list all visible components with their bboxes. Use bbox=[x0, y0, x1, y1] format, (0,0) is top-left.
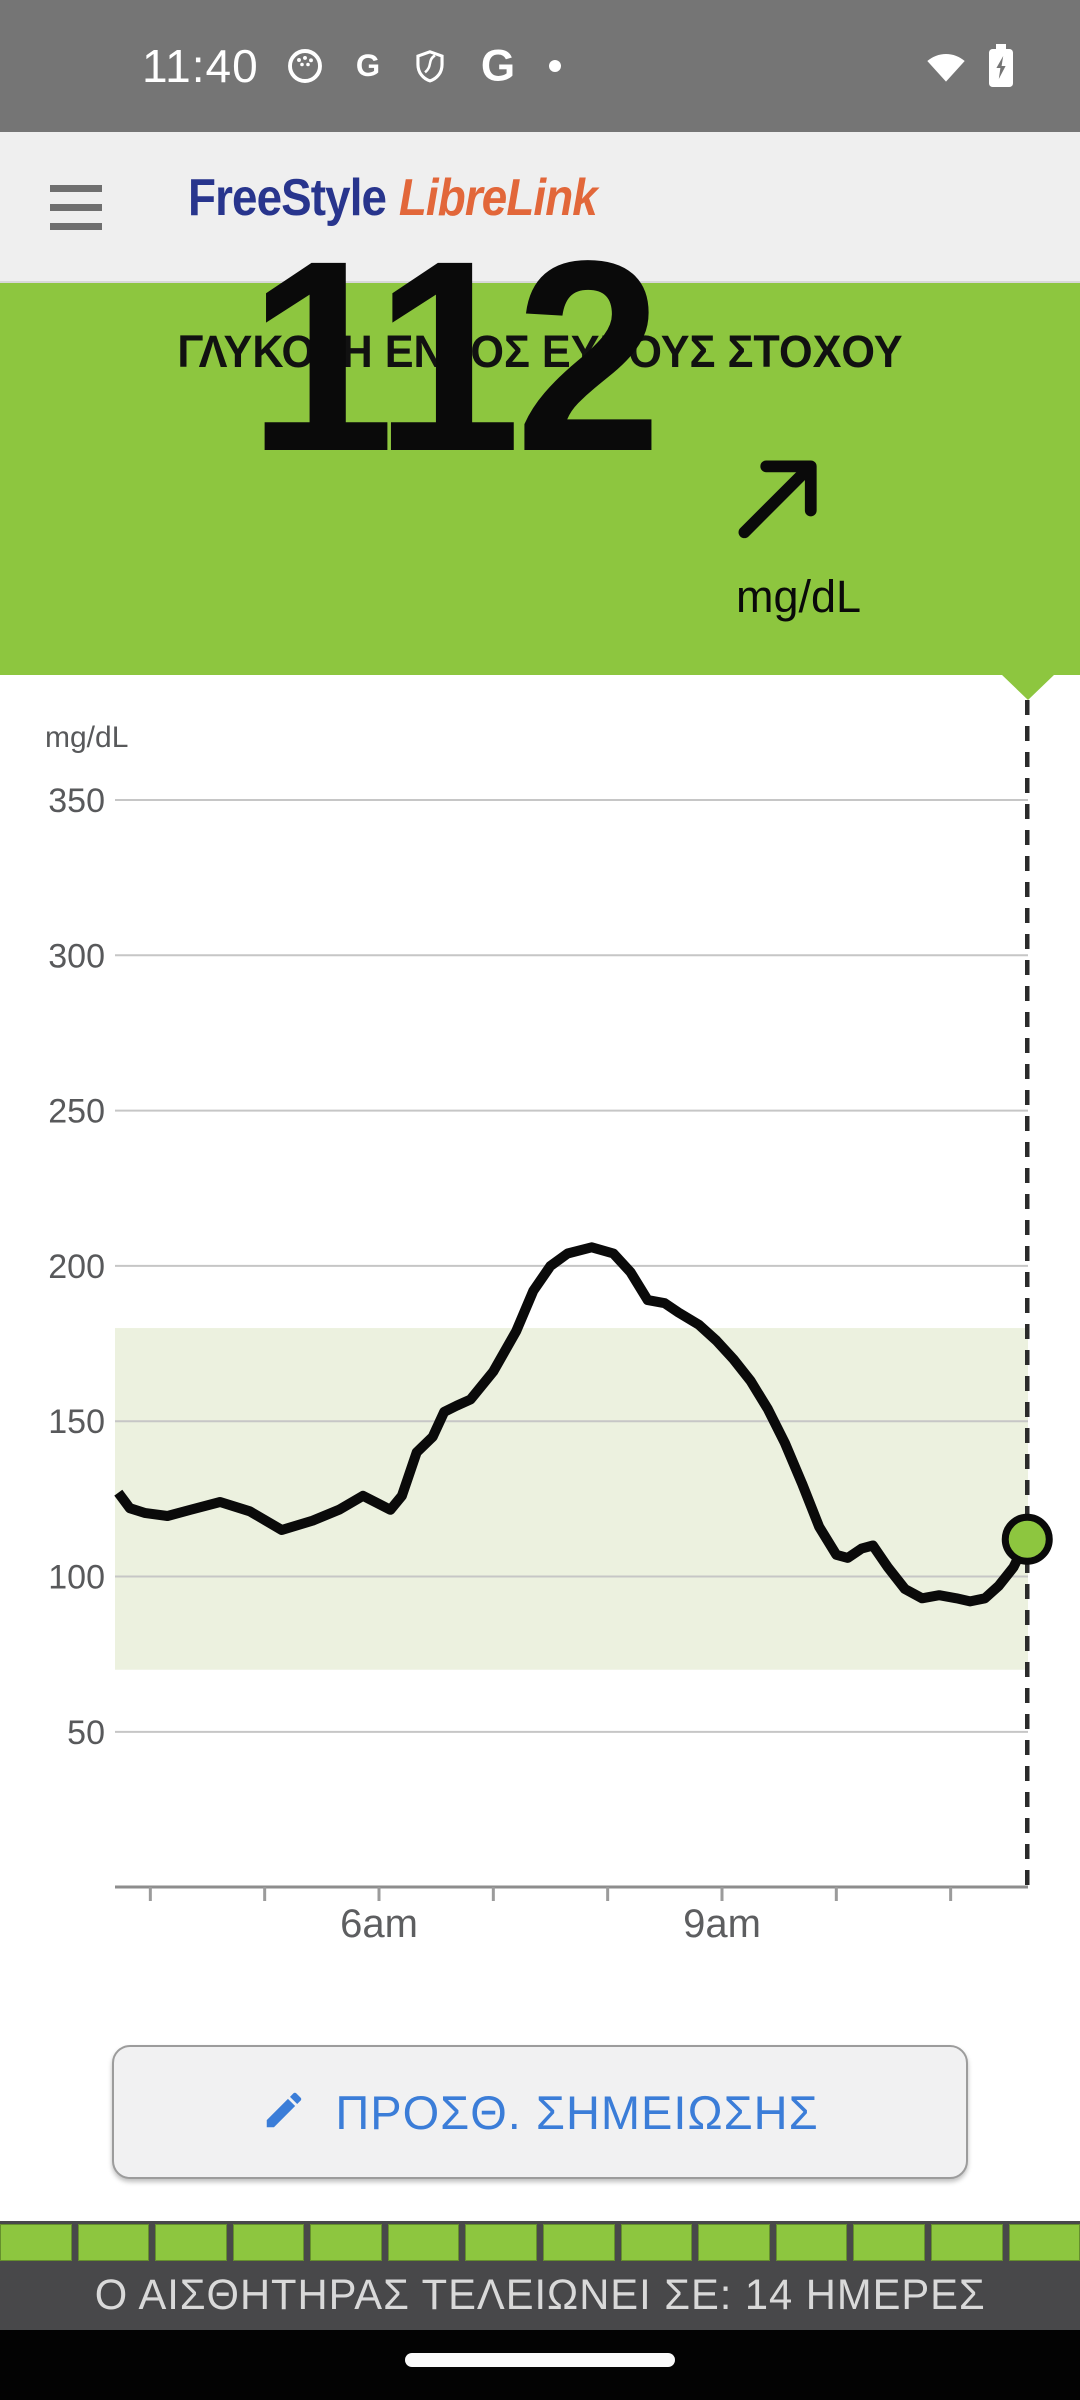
pencil-icon bbox=[261, 2087, 307, 2138]
gesture-navbar bbox=[0, 2330, 1080, 2400]
y-axis-tick-label: 50 bbox=[67, 1714, 105, 1752]
glucose-status-title: ΓΛΥΚΟΖΗ ΕΝΤΟΣ ΕΥΡΟΥΣ ΣΤΟΧΟΥ bbox=[177, 326, 903, 377]
google-notification-icon-2: G bbox=[475, 43, 521, 89]
app-notification-icon bbox=[287, 48, 323, 84]
y-axis-tick-label: 250 bbox=[48, 1093, 105, 1131]
glucose-chart[interactable]: 50 100 150 200 250 300 350 mg/dL 6am 9am bbox=[0, 675, 1080, 1990]
add-note-button[interactable]: ΠΡΟΣΘ. ΣΗΜΕΙΩΣΗΣ bbox=[112, 2045, 968, 2179]
x-axis-tick-label: 9am bbox=[683, 1902, 761, 1946]
glucose-banner: ΓΛΥΚΟΖΗ ΕΝΤΟΣ ΕΥΡΟΥΣ ΣΤΟΧΟΥ 112 mg/dL bbox=[0, 220, 1080, 700]
sensor-progress-segment bbox=[775, 2224, 848, 2261]
y-axis-tick-label: 100 bbox=[48, 1559, 105, 1597]
status-bar: 11:40 G G bbox=[0, 0, 1080, 132]
y-axis-tick-label: 200 bbox=[48, 1248, 105, 1286]
glucose-unit: mg/dL bbox=[736, 571, 862, 622]
google-notification-icon: G bbox=[351, 49, 385, 83]
y-axis-tick-label: 350 bbox=[48, 782, 105, 820]
sensor-progress-segment bbox=[698, 2224, 770, 2261]
sensor-progress-segment bbox=[310, 2224, 382, 2261]
wifi-icon bbox=[924, 47, 968, 85]
notification-dot-icon bbox=[548, 60, 561, 72]
y-axis-tick-label: 150 bbox=[48, 1403, 105, 1441]
sensor-progress-segment bbox=[232, 2224, 305, 2261]
sensor-progress-segment bbox=[1008, 2224, 1080, 2261]
app-bar: FreeStyle LibreLink bbox=[0, 132, 1080, 283]
sensor-progress-segment bbox=[465, 2224, 538, 2261]
y-axis-unit-label: mg/dL bbox=[45, 721, 128, 754]
banner-pointer-triangle bbox=[1001, 674, 1055, 700]
y-axis-tick-label: 300 bbox=[48, 937, 105, 975]
current-glucose-dot bbox=[1001, 1513, 1053, 1565]
add-note-label: ΠΡΟΣΘ. ΣΗΜΕΙΩΣΗΣ bbox=[335, 2085, 819, 2139]
svg-text:G: G bbox=[481, 43, 515, 89]
sensor-progress-segment bbox=[77, 2224, 150, 2261]
brand-freestyle: FreeStyle bbox=[188, 169, 387, 227]
sensor-progress-segment bbox=[155, 2224, 227, 2261]
sensor-progress-segment bbox=[620, 2224, 693, 2261]
home-indicator[interactable] bbox=[405, 2353, 675, 2367]
sensor-progress-segment bbox=[930, 2224, 1003, 2261]
brand-librelink: LibreLink bbox=[398, 169, 598, 227]
x-axis-tick-label: 6am bbox=[340, 1902, 418, 1946]
sensor-progress-segment bbox=[387, 2224, 460, 2261]
app-logo: FreeStyle LibreLink bbox=[188, 168, 598, 228]
shield-notification-icon bbox=[413, 49, 447, 83]
sensor-expiry-text: Ο ΑΙΣΘΗΤΗΡΑΣ ΤΕΛΕΙΩΝΕΙ ΣΕ: 14 ΗΜΕΡΕΣ bbox=[94, 2271, 986, 2319]
sensor-progress-segment bbox=[0, 2224, 72, 2261]
svg-text:G: G bbox=[356, 49, 380, 83]
target-range-band bbox=[115, 1328, 1028, 1670]
sensor-life-progress-bar bbox=[0, 2221, 1080, 2261]
menu-button[interactable] bbox=[50, 185, 102, 230]
sensor-progress-segment bbox=[853, 2224, 925, 2261]
sensor-progress-segment bbox=[543, 2224, 615, 2261]
sensor-expiry-banner: Ο ΑΙΣΘΗΤΗΡΑΣ ΤΕΛΕΙΩΝΕΙ ΣΕ: 14 ΗΜΕΡΕΣ bbox=[0, 2261, 1080, 2330]
glucose-value: 112 bbox=[248, 204, 662, 508]
battery-charging-icon bbox=[988, 44, 1014, 88]
clock-label: 11:40 bbox=[142, 40, 259, 92]
trend-up-arrow-icon bbox=[722, 455, 834, 544]
glucose-trace bbox=[114, 1242, 1032, 1607]
